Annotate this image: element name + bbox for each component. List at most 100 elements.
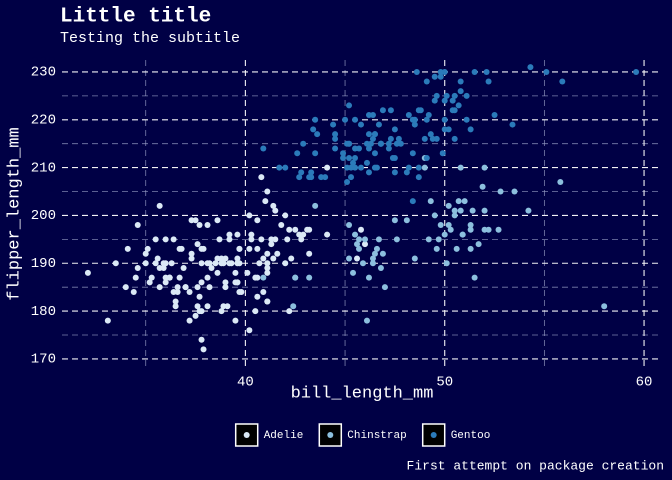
- point: [373, 164, 380, 171]
- point: [180, 265, 187, 272]
- point: [354, 241, 361, 248]
- point: [449, 107, 456, 114]
- point: [377, 265, 384, 272]
- point: [491, 112, 498, 118]
- point: [393, 236, 400, 243]
- point: [168, 260, 175, 267]
- point: [467, 222, 474, 228]
- point: [391, 169, 398, 176]
- y-tick-label: 180: [31, 304, 56, 320]
- point: [272, 207, 279, 214]
- point: [260, 145, 267, 152]
- point: [222, 279, 229, 286]
- point: [346, 255, 353, 262]
- point: [381, 284, 388, 291]
- points: [84, 64, 640, 353]
- point: [479, 183, 486, 190]
- caption: First attempt on package creation: [407, 458, 664, 473]
- chart-subtitle: Testing the subtitle: [60, 30, 240, 47]
- point: [220, 303, 227, 310]
- point: [260, 288, 267, 295]
- point: [369, 260, 376, 267]
- point: [112, 260, 119, 267]
- point: [192, 312, 199, 319]
- point: [417, 107, 424, 114]
- point: [282, 164, 289, 171]
- point: [495, 226, 502, 233]
- point: [437, 73, 444, 80]
- point: [352, 231, 359, 238]
- point: [437, 222, 444, 228]
- point: [132, 274, 139, 281]
- legend: Adelie Chinstrap Gentoo: [234, 423, 491, 447]
- point: [216, 236, 223, 243]
- point: [298, 236, 305, 243]
- point: [152, 236, 159, 243]
- point: [409, 198, 416, 205]
- point: [258, 236, 265, 243]
- point: [457, 78, 464, 85]
- point: [481, 164, 488, 171]
- point: [194, 303, 201, 310]
- point: [254, 245, 261, 252]
- point: [363, 140, 370, 147]
- point: [246, 327, 253, 334]
- point: [312, 202, 319, 209]
- legend-label: Gentoo: [451, 430, 491, 442]
- point: [270, 255, 277, 262]
- point: [300, 140, 307, 147]
- point: [226, 260, 233, 267]
- point: [449, 97, 456, 104]
- point: [397, 140, 404, 147]
- point: [365, 145, 372, 152]
- point: [274, 250, 281, 257]
- point: [463, 92, 470, 99]
- point: [84, 269, 91, 276]
- point: [286, 308, 293, 315]
- point: [352, 164, 359, 171]
- point: [463, 116, 470, 123]
- point: [174, 284, 181, 291]
- point: [358, 121, 364, 128]
- point: [146, 279, 153, 286]
- point: [441, 97, 448, 104]
- point: [198, 279, 205, 286]
- point: [429, 135, 436, 142]
- point: [423, 78, 430, 85]
- point: [176, 274, 183, 281]
- point: [633, 68, 640, 75]
- point: [371, 250, 378, 257]
- point: [130, 288, 137, 295]
- point: [314, 131, 321, 138]
- point: [350, 159, 357, 166]
- point: [264, 250, 271, 257]
- point: [425, 236, 432, 243]
- point: [425, 112, 432, 118]
- point: [332, 145, 339, 152]
- point: [375, 236, 382, 243]
- point: [411, 255, 418, 262]
- point: [268, 241, 275, 248]
- point: [481, 207, 488, 214]
- point: [373, 245, 380, 252]
- point: [304, 226, 311, 233]
- point: [290, 303, 297, 310]
- point: [509, 121, 516, 128]
- point: [324, 164, 331, 171]
- point: [154, 255, 161, 262]
- point: [471, 274, 478, 281]
- point: [160, 260, 167, 267]
- point: [445, 222, 452, 228]
- point: [264, 188, 271, 195]
- point: [162, 236, 169, 243]
- point: [174, 288, 181, 295]
- point: [306, 250, 313, 257]
- point: [346, 102, 353, 109]
- point: [318, 174, 325, 181]
- legend-swatch: [327, 432, 334, 438]
- point: [204, 274, 211, 281]
- point: [142, 250, 149, 257]
- point: [435, 236, 442, 243]
- point: [451, 207, 458, 214]
